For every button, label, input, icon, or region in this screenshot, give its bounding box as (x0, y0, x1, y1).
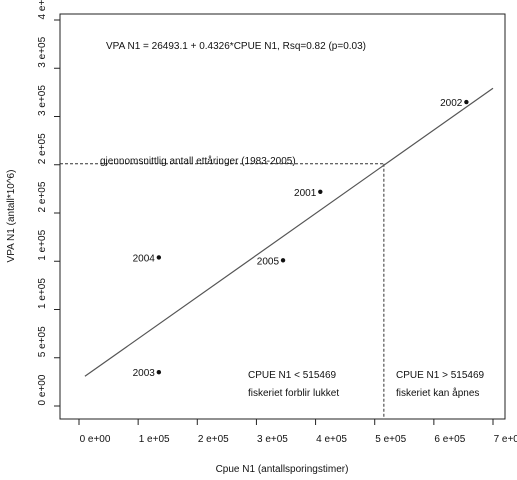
x-tick-label-4: 4 e+05 (316, 434, 347, 445)
equation-annotation: VPA N1 = 26493.1 + 0.4326*CPUE N1, Rsq=0… (106, 41, 366, 52)
point-2004 (156, 255, 162, 260)
y-axis-ticks: 0 e+00 5 e+05 1 e+05 1 e+05 2 e+05 2 e+05 3 e+… (37, 0, 60, 407)
x-tick-label-1: 1 e+05 (139, 434, 170, 445)
right-region-label-1: CPUE N1 > 515469 (396, 370, 485, 381)
left-region-label-1: CPUE N1 < 515469 (248, 370, 337, 381)
y-tick-label-5: 2 e+05 (37, 133, 48, 164)
point-2003 (156, 370, 162, 375)
point-2001 (318, 189, 323, 194)
point-label-2003: 2003 (133, 368, 156, 379)
plot-frame (59, 13, 506, 420)
y-tick-label-3: 1 e+05 (37, 229, 48, 260)
reference-lines (60, 163, 385, 419)
x-tick-label-2: 2 e+05 (198, 434, 229, 445)
x-tick-label-5: 5 e+05 (375, 434, 406, 445)
point-2002 (464, 99, 469, 105)
y-tick-label-1: 5 e+05 (37, 326, 48, 357)
point-label-2002: 2002 (440, 98, 463, 109)
y-axis-title: VPA N1 (antall*10^6) (6, 170, 17, 263)
x-tick-label-7: 7 e+05 (494, 434, 517, 445)
y-tick-label-6: 3 e+05 (37, 85, 48, 116)
point-label-2005: 2005 (257, 256, 280, 267)
x-axis-ticks: 0 e+00 1 e+05 2 e+05 3 e+05 4 e+05 5 e+05 6 e+… (78, 419, 517, 445)
point-label-2004: 2004 (133, 253, 156, 264)
x-tick-label-6: 6 e+05 (434, 434, 465, 445)
x-tick-label-3: 3 e+05 (257, 434, 288, 445)
x-axis-title: Cpue N1 (antallsporingstimer) (216, 464, 349, 475)
right-region-label-2: fiskeriet kan åpnes (396, 387, 479, 399)
data-points: 2002 2001 2004 2005 2003 (133, 98, 469, 379)
regression-line-group (84, 87, 494, 377)
y-tick-label-4: 2 e+05 (37, 181, 48, 212)
x-tick-label-0: 0 e+00 (80, 434, 111, 445)
y-tick-label-2: 1 e+05 (37, 278, 48, 309)
average-line-label: gjennomsnittlig antall ettåringer (1983-… (100, 155, 296, 167)
point-label-2001: 2001 (294, 188, 317, 199)
y-tick-label-0: 0 e+00 (37, 374, 48, 405)
left-region-label-2: fiskeriet forblir lukket (248, 388, 339, 399)
y-tick-label-7: 3 e+05 (37, 36, 48, 67)
point-2005 (280, 258, 286, 263)
regression-line (84, 87, 494, 377)
y-tick-label-8: 4 e+05 (37, 0, 48, 19)
